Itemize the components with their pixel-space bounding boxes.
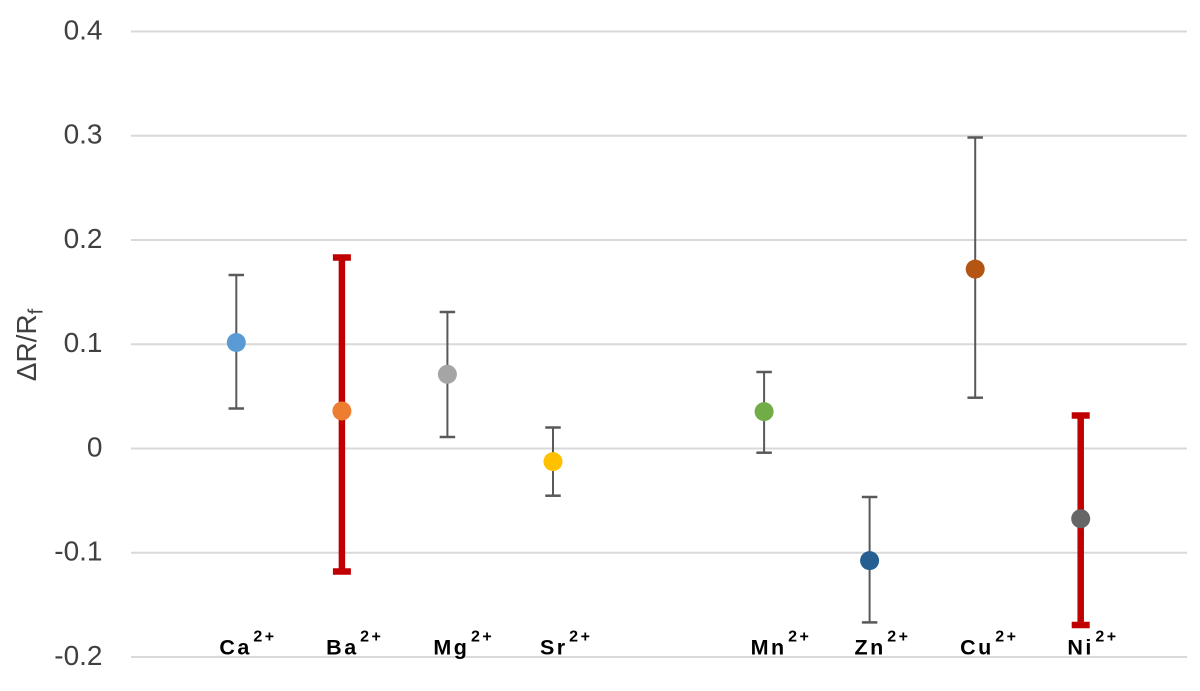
svg-text:-0.1: -0.1	[54, 536, 102, 567]
svg-text:Ba2+: Ba2+	[326, 629, 383, 660]
svg-text:0: 0	[87, 431, 103, 462]
svg-text:Mg2+: Mg2+	[433, 629, 494, 660]
svg-text:ΔR/Rf: ΔR/Rf	[11, 308, 48, 381]
svg-text:Mn2+: Mn2+	[751, 629, 812, 660]
svg-text:0.4: 0.4	[64, 14, 103, 45]
svg-text:0.3: 0.3	[64, 119, 103, 150]
svg-text:Ca2+: Ca2+	[219, 629, 276, 660]
svg-text:Ni2+: Ni2+	[1067, 629, 1118, 660]
svg-text:0.1: 0.1	[64, 327, 103, 358]
svg-text:0.2: 0.2	[64, 223, 103, 254]
svg-text:Sr2+: Sr2+	[540, 629, 592, 660]
svg-text:Cu2+: Cu2+	[960, 629, 1018, 660]
svg-text:Zn2+: Zn2+	[854, 629, 910, 660]
svg-text:-0.2: -0.2	[54, 640, 102, 671]
